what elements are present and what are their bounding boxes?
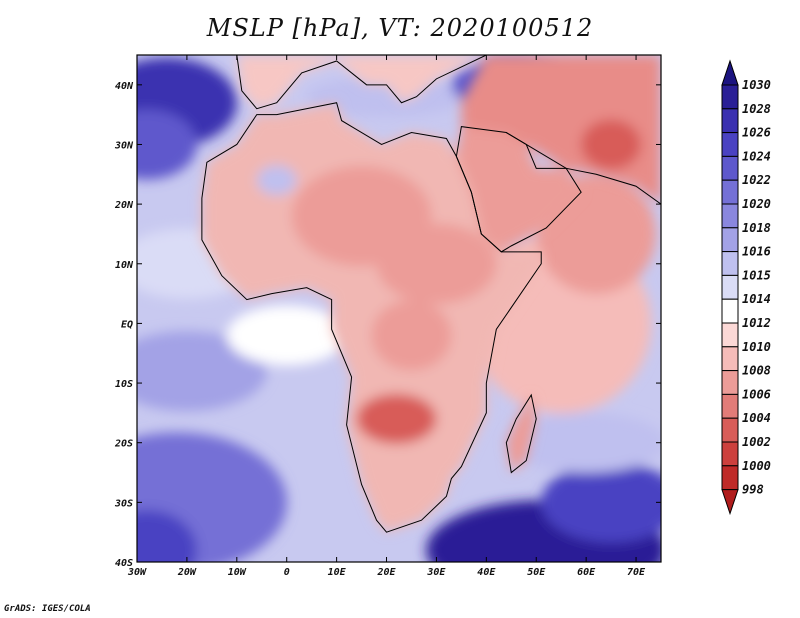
x-tick-label: 50E: [527, 567, 546, 578]
coastline-asia: [506, 132, 661, 205]
colorbar-segment: [721, 346, 739, 372]
colorbar-segment: [721, 274, 739, 300]
y-tick-label: 30N: [114, 140, 134, 151]
colorbar-label: 1015: [742, 268, 771, 282]
y-tick-label: 20N: [114, 200, 134, 211]
pressure-field: [137, 55, 661, 562]
x-tick-label: 40E: [477, 567, 496, 578]
field-blob: [226, 305, 347, 366]
field-blob: [506, 412, 661, 473]
field-low: [371, 300, 452, 371]
y-tick-label: 20S: [114, 439, 133, 450]
colorbar-label: 1020: [742, 197, 771, 211]
x-tick-label: 10E: [328, 567, 347, 578]
colorbar-segment: [721, 108, 739, 134]
x-tick-label: 10W: [228, 567, 247, 578]
field-low: [376, 223, 497, 304]
colorbar-segment: [721, 298, 739, 324]
colorbar-bottom-triangle: [721, 489, 739, 516]
coastline: [201, 102, 542, 533]
colorbar-label: 1014: [742, 292, 771, 306]
colorbar-segment: [721, 227, 739, 253]
colorbar-segment: [721, 465, 739, 491]
x-tick-label: 30W: [127, 567, 147, 578]
colorbar-segment: [721, 417, 739, 443]
colorbar-segment: [721, 251, 739, 276]
colorbar-label: 1016: [742, 245, 771, 259]
x-tick-label: 0: [284, 567, 290, 578]
europe-land: [236, 55, 487, 109]
colorbar-label: 1008: [742, 364, 771, 378]
field-low: [256, 165, 297, 196]
y-tick-label: 30S: [114, 498, 133, 509]
colorbar-segment: [721, 370, 739, 395]
colorbar-label: 1026: [742, 126, 771, 140]
colorbar-label: 1018: [742, 221, 771, 235]
y-axis: 40N 30N 20N 10N EQ 10S 20S 30S 40S: [114, 81, 661, 569]
colorbar-label: 1030: [742, 78, 771, 92]
colorbar-label: 1028: [742, 102, 771, 116]
field-blob: [137, 109, 197, 180]
colorbar-label: 1002: [742, 435, 771, 449]
africa-land: [201, 102, 542, 533]
plot-frame: [136, 54, 662, 563]
field-blob: [137, 510, 197, 562]
colorbar: 1030 1028 1026 1024 1022 1020 1018 1016 1015 1014…: [721, 59, 771, 516]
coastline-europe: [236, 55, 487, 110]
colorbar-label: 1006: [742, 387, 771, 401]
colorbar-segment: [721, 132, 739, 157]
x-axis: 30W 20W 10W 0 10E 20E 30E 40E 50E 60E 70E: [127, 55, 646, 578]
land-field: [201, 55, 661, 533]
field-low: [356, 393, 437, 444]
y-tick-label: 40N: [115, 81, 134, 92]
colorbar-label: 1012: [742, 316, 771, 330]
y-tick-label: EQ: [121, 319, 133, 330]
colorbar-label: 1004: [742, 411, 771, 425]
chart-title: MSLP [hPa], VT: 2020100512: [206, 14, 594, 42]
colorbar-segment: [721, 155, 739, 181]
x-tick-label: 70E: [627, 567, 646, 578]
field-blob: [541, 462, 661, 543]
x-tick-label: 30E: [426, 567, 446, 578]
colorbar-label: 1010: [742, 340, 771, 354]
madagascar-land: [506, 394, 537, 473]
colorbar-label: 998: [742, 483, 764, 497]
colorbar-label: 1022: [742, 173, 771, 187]
colorbar-segment: [721, 322, 739, 348]
colorbar-segment: [721, 203, 739, 229]
colorbar-segment: [721, 179, 739, 205]
colorbar-segment: [721, 393, 739, 419]
y-tick-label: 40S: [115, 558, 133, 569]
x-tick-label: 20E: [376, 567, 396, 578]
colorbar-segment: [721, 84, 739, 110]
field-low: [581, 119, 642, 170]
y-tick-label: 10N: [115, 260, 134, 271]
arabia-land: [456, 126, 582, 252]
grads-credit: GrADS: IGES/COLA: [4, 604, 91, 614]
coastline: [505, 393, 537, 474]
x-tick-label: 20W: [177, 567, 197, 578]
colorbar-label: 1024: [742, 149, 771, 163]
colorbar-label: 1000: [742, 459, 771, 473]
field-blob: [137, 331, 267, 412]
colorbar-segment: [721, 441, 739, 467]
x-tick-label: 60E: [577, 567, 596, 578]
y-tick-label: 10S: [115, 379, 133, 390]
colorbar-top-triangle: [721, 59, 739, 86]
